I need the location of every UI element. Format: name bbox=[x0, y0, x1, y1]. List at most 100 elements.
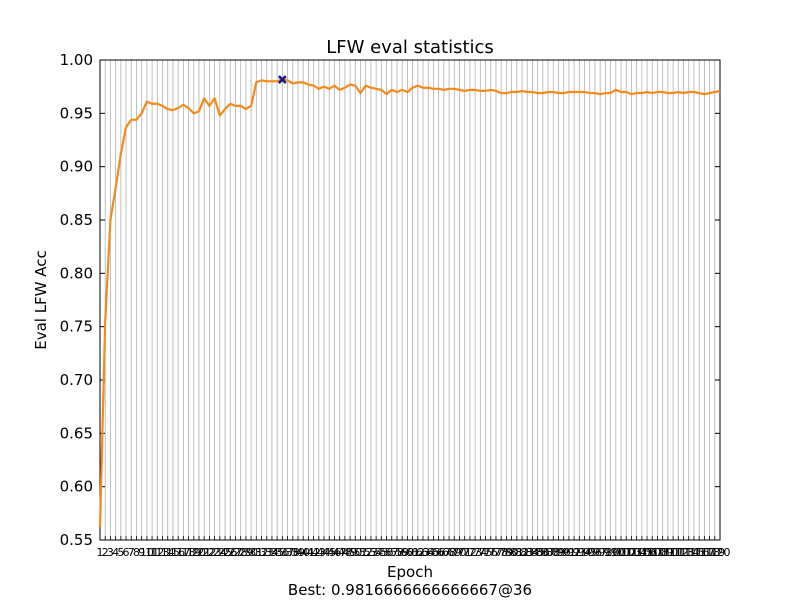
y-tick-label: 1.00 bbox=[60, 51, 93, 69]
x-axis-ticks: 1234567891011121314151617181920212223242… bbox=[97, 536, 731, 559]
x-tick-label: 98 bbox=[598, 546, 612, 559]
plot-frame bbox=[99, 59, 721, 541]
x-tick-label: 35 bbox=[270, 546, 284, 559]
x-tick-label: 8 bbox=[133, 546, 140, 559]
x-tick-label: 116 bbox=[689, 546, 710, 559]
best-summary: Best: 0.9816666666666667@36 bbox=[288, 581, 532, 599]
x-tick-label: 9 bbox=[138, 546, 145, 559]
x-tick-label: 117 bbox=[694, 546, 715, 559]
x-tick-label: 11 bbox=[145, 546, 159, 559]
x-tick-label: 120 bbox=[710, 546, 731, 559]
x-tick-label: 75 bbox=[479, 546, 493, 559]
x-tick-label: 94 bbox=[578, 546, 592, 559]
x-tick-label: 48 bbox=[338, 546, 352, 559]
x-tick-label: 102 bbox=[616, 546, 637, 559]
x-tick-label: 111 bbox=[663, 546, 684, 559]
x-tick-label: 78 bbox=[494, 546, 508, 559]
x-tick-label: 95 bbox=[583, 546, 597, 559]
x-tick-label: 52 bbox=[359, 546, 373, 559]
x-tick-label: 58 bbox=[390, 546, 404, 559]
y-tick-label: 0.60 bbox=[60, 478, 93, 496]
x-tick-label: 36 bbox=[275, 546, 289, 559]
x-tick-label: 3 bbox=[107, 546, 114, 559]
x-tick-label: 53 bbox=[364, 546, 378, 559]
x-tick-label: 115 bbox=[683, 546, 704, 559]
x-tick-label: 42 bbox=[307, 546, 321, 559]
x-tick-label: 34 bbox=[265, 546, 279, 559]
x-tick-label: 21 bbox=[197, 546, 211, 559]
x-tick-label: 119 bbox=[704, 546, 725, 559]
x-tick-label: 47 bbox=[333, 546, 347, 559]
x-tick-label: 10 bbox=[140, 546, 154, 559]
x-tick-label: 7 bbox=[128, 546, 135, 559]
x-tick-label: 74 bbox=[473, 546, 487, 559]
x-tick-label: 39 bbox=[291, 546, 305, 559]
x-tick-label: 92 bbox=[567, 546, 581, 559]
x-tick-label: 107 bbox=[642, 546, 663, 559]
x-tick-label: 108 bbox=[647, 546, 668, 559]
x-tick-label: 22 bbox=[202, 546, 216, 559]
best-marker-stroke bbox=[277, 75, 287, 84]
x-tick-label: 80 bbox=[505, 546, 519, 559]
x-tick-label: 87 bbox=[541, 546, 555, 559]
x-tick-label: 54 bbox=[369, 546, 383, 559]
x-tick-label: 51 bbox=[354, 546, 368, 559]
x-tick-label: 15 bbox=[166, 546, 180, 559]
x-tick-label: 49 bbox=[343, 546, 357, 559]
x-tick-label: 50 bbox=[348, 546, 362, 559]
chart-title: LFW eval statistics bbox=[326, 37, 494, 58]
y-tick-label: 0.65 bbox=[60, 424, 93, 442]
x-tick-label: 76 bbox=[484, 546, 498, 559]
x-tick-label: 33 bbox=[260, 546, 274, 559]
x-tick-label: 19 bbox=[187, 546, 201, 559]
eval-acc-line bbox=[98, 78, 721, 528]
x-tick-label: 62 bbox=[411, 546, 425, 559]
x-tick-label: 106 bbox=[637, 546, 658, 559]
x-tick-label: 97 bbox=[593, 546, 607, 559]
x-tick-label: 43 bbox=[312, 546, 326, 559]
x-tick-label: 26 bbox=[223, 546, 237, 559]
x-tick-label: 59 bbox=[395, 546, 409, 559]
x-tick-label: 65 bbox=[426, 546, 440, 559]
x-tick-label: 68 bbox=[442, 546, 456, 559]
y-tick-label: 0.55 bbox=[60, 531, 93, 549]
x-tick-label: 104 bbox=[626, 546, 647, 559]
x-tick-label: 100 bbox=[605, 546, 626, 559]
x-axis-label: Epoch bbox=[387, 563, 433, 581]
x-tick-label: 105 bbox=[631, 546, 652, 559]
x-tick-label: 41 bbox=[301, 546, 315, 559]
x-tick-label: 1 bbox=[97, 546, 104, 559]
y-tick-label: 0.90 bbox=[60, 158, 93, 176]
x-tick-label: 64 bbox=[421, 546, 435, 559]
x-tick-label: 101 bbox=[611, 546, 632, 559]
vertical-grid-lines bbox=[99, 60, 721, 540]
x-tick-label: 29 bbox=[239, 546, 253, 559]
x-tick-label: 31 bbox=[249, 546, 263, 559]
x-tick-label: 25 bbox=[218, 546, 232, 559]
x-tick-label: 86 bbox=[536, 546, 550, 559]
x-tick-label: 14 bbox=[161, 546, 175, 559]
x-tick-label: 118 bbox=[699, 546, 720, 559]
x-tick-label: 45 bbox=[322, 546, 336, 559]
x-tick-label: 69 bbox=[447, 546, 461, 559]
x-tick-label: 37 bbox=[281, 546, 295, 559]
y-tick-label: 0.85 bbox=[60, 211, 93, 229]
x-tick-label: 16 bbox=[171, 546, 185, 559]
y-tick-label: 0.75 bbox=[60, 318, 93, 336]
x-tick-label: 114 bbox=[678, 546, 699, 559]
x-tick-label: 60 bbox=[400, 546, 414, 559]
x-tick-label: 40 bbox=[296, 546, 310, 559]
x-tick-label: 61 bbox=[406, 546, 420, 559]
x-tick-label: 91 bbox=[562, 546, 576, 559]
x-tick-label: 113 bbox=[673, 546, 694, 559]
x-tick-label: 28 bbox=[234, 546, 248, 559]
x-tick-label: 109 bbox=[652, 546, 673, 559]
x-tick-label: 88 bbox=[546, 546, 560, 559]
best-point-marker bbox=[277, 75, 287, 84]
x-tick-label: 38 bbox=[286, 546, 300, 559]
x-tick-label: 71 bbox=[458, 546, 472, 559]
x-tick-label: 6 bbox=[123, 546, 130, 559]
x-tick-label: 93 bbox=[572, 546, 586, 559]
x-tick-label: 103 bbox=[621, 546, 642, 559]
